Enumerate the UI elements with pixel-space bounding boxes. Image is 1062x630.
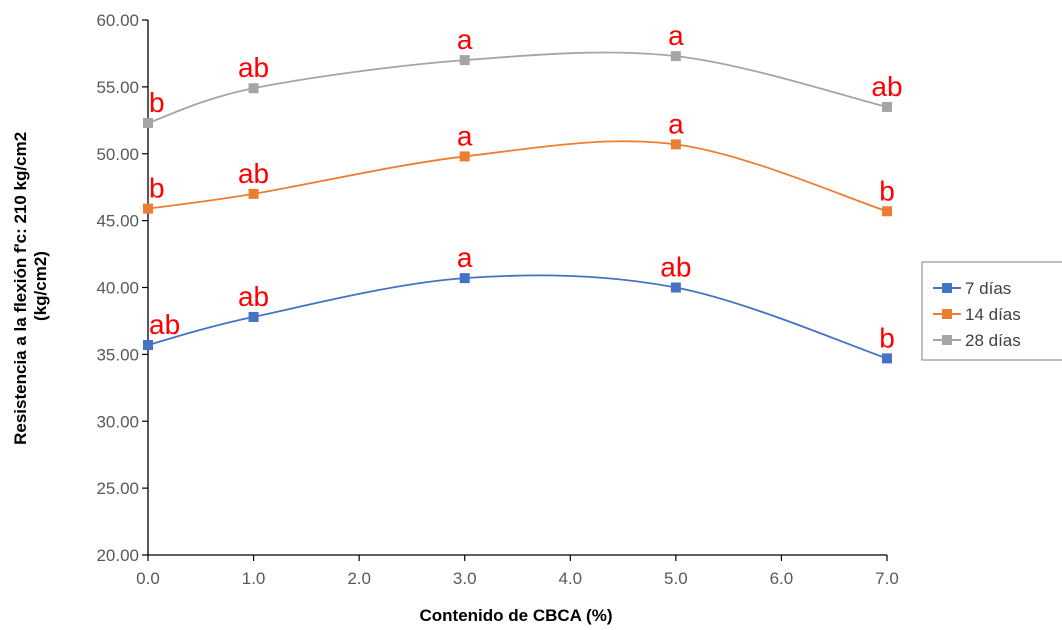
significance-label: ab	[149, 309, 180, 340]
significance-label: ab	[660, 252, 691, 283]
data-point	[143, 203, 153, 214]
significance-label: b	[149, 87, 165, 118]
x-tick-label: 7.0	[875, 569, 899, 588]
series-line-1	[147, 274, 888, 360]
x-tick-label: 5.0	[664, 569, 688, 588]
y-tick-label: 60.00	[96, 11, 139, 30]
significance-label: a	[457, 120, 473, 151]
data-point	[670, 139, 681, 150]
y-tick-label: 35.00	[96, 345, 139, 364]
x-tick-label: 1.0	[242, 569, 266, 588]
y-axis-title: Resistencia a la flexión f'c: 210 kg/cm2…	[11, 127, 50, 445]
data-point	[670, 282, 681, 293]
y-tick-label: 20.00	[96, 546, 139, 565]
legend-entry-label: 7 días	[965, 279, 1011, 298]
legend: 7 días 14 días 28 días	[921, 261, 1062, 361]
series-line-2	[147, 140, 888, 213]
data-point	[459, 151, 470, 162]
data-point	[459, 273, 470, 284]
legend-entry-label: 14 días	[965, 305, 1021, 324]
y-axis-title-line-1: Resistencia a la flexión f'c: 210 kg/cm2	[11, 132, 30, 445]
significance-label: b	[149, 173, 165, 204]
significance-label: a	[457, 242, 473, 273]
significance-label: b	[879, 175, 895, 206]
y-tick-label: 50.00	[96, 145, 139, 164]
legend-marker	[942, 309, 952, 319]
x-tick-label: 3.0	[453, 569, 477, 588]
significance-label: ab	[238, 281, 269, 312]
x-tick-label: 0.0	[136, 569, 160, 588]
x-tick-label: 6.0	[770, 569, 794, 588]
significance-label: ab	[238, 158, 269, 189]
data-point	[248, 188, 259, 199]
y-tick-label: 30.00	[96, 412, 139, 431]
x-tick-label: 2.0	[347, 569, 371, 588]
y-axis-title-line-2: (kg/cm2)	[31, 251, 50, 321]
data-point	[882, 206, 892, 217]
significance-label: a	[457, 24, 473, 55]
significance-label: a	[668, 108, 684, 139]
y-tick-label: 55.00	[96, 78, 139, 97]
data-point	[248, 311, 259, 322]
significance-label: b	[879, 322, 895, 353]
significance-label: a	[668, 20, 684, 51]
legend-marker	[942, 283, 952, 293]
legend-marker	[942, 335, 952, 345]
y-tick-label: 40.00	[96, 279, 139, 298]
significance-label: ab	[871, 71, 902, 102]
data-point	[670, 51, 681, 62]
y-tick-label: 45.00	[96, 212, 139, 231]
x-tick-label: 4.0	[558, 569, 582, 588]
x-axis-title: Contenido de CBCA (%)	[420, 606, 613, 625]
significance-label: ab	[238, 52, 269, 83]
data-point	[882, 101, 892, 112]
plot-area: 20.00 25.00 30.00 35.00 40.00 45.00 50.00 55.00…	[96, 11, 902, 588]
data-point	[143, 340, 153, 351]
data-point	[882, 353, 892, 364]
data-point	[248, 83, 259, 94]
data-point	[459, 55, 470, 66]
series-line-3	[147, 51, 888, 124]
legend-entry-label: 28 días	[965, 331, 1021, 350]
y-tick-label: 25.00	[96, 479, 139, 498]
data-point	[143, 117, 153, 128]
